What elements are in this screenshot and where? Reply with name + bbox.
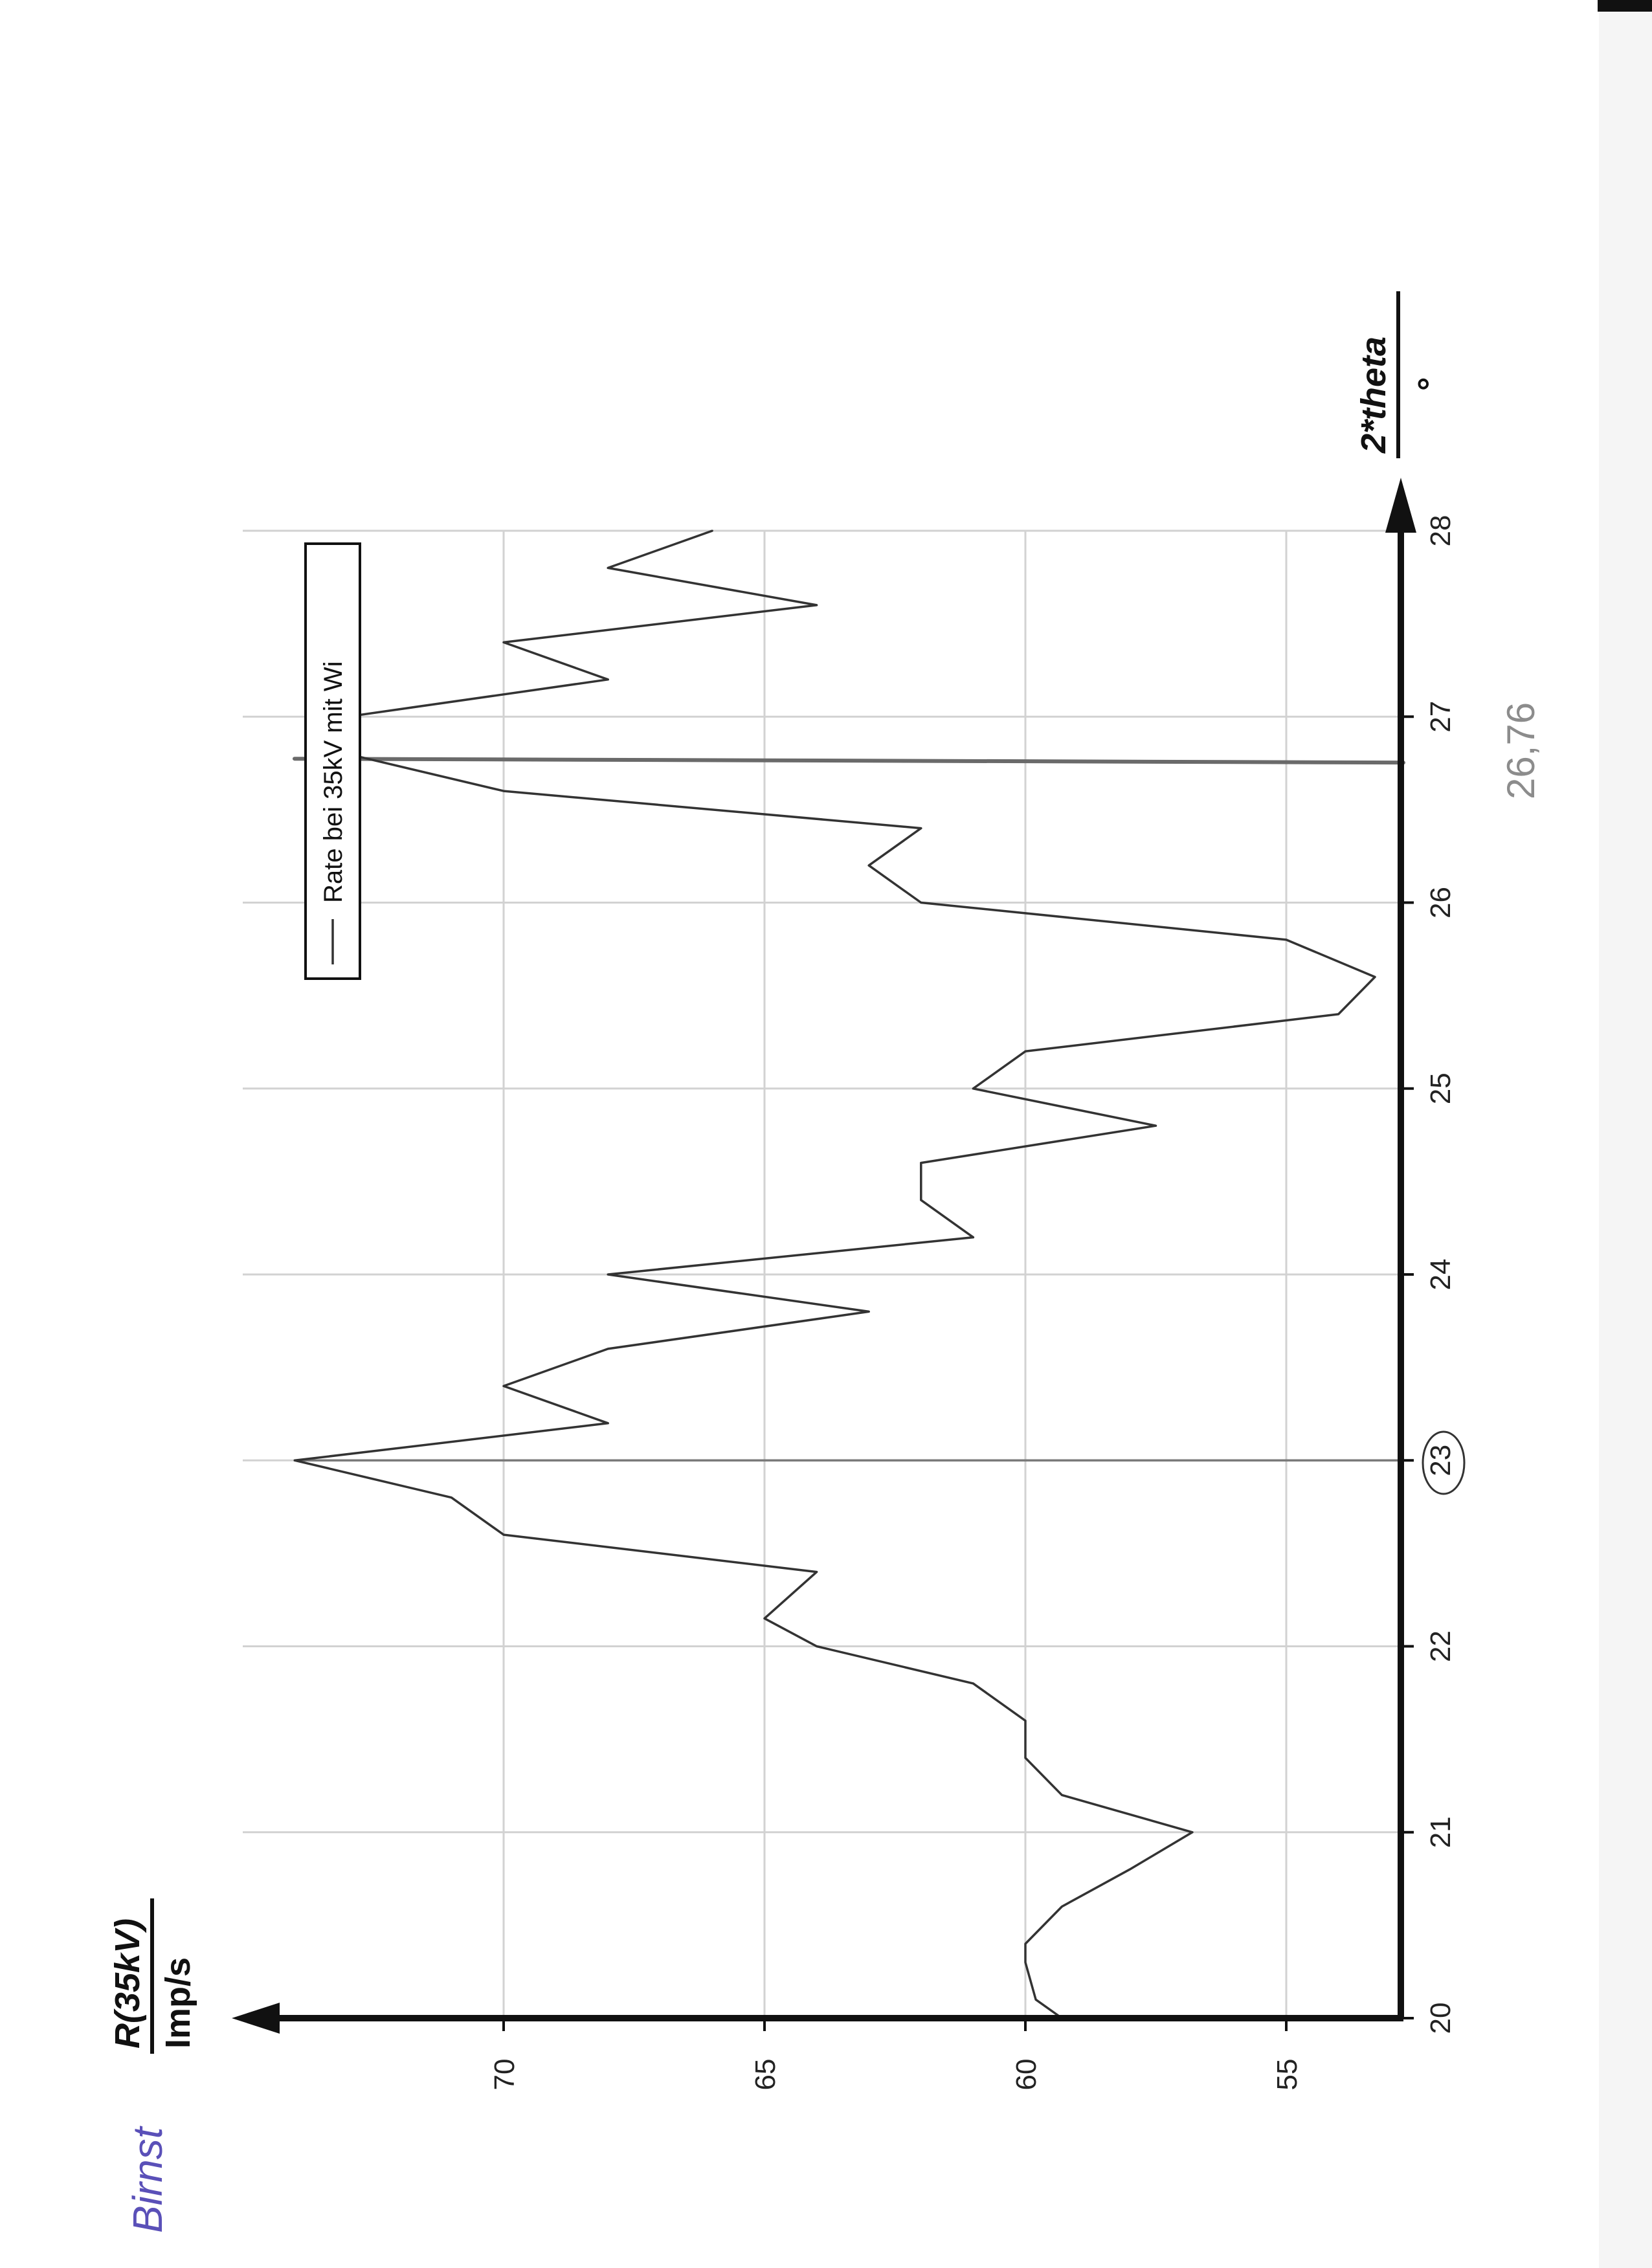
value-tick-label: 55 [1271, 2059, 1303, 2091]
angle-tick-label: 22 [1425, 1630, 1457, 1662]
angle-tick-labels: 20 21 22 23 24 25 26 27 28 [1401, 515, 1457, 2034]
value-tick-label: 70 [489, 2059, 520, 2091]
annotation-26-76: 26,76 [1499, 702, 1543, 799]
y-axis-unit: Imp/s [159, 1957, 197, 2049]
series-point [502, 1533, 505, 1536]
series-point [607, 1422, 609, 1425]
series-point [867, 1310, 870, 1313]
series-point [972, 1087, 974, 1090]
grid [243, 529, 1401, 2018]
series-point [711, 529, 713, 532]
x-axis-title: 2*theta ° [1354, 291, 1450, 458]
series-point [1155, 1124, 1157, 1127]
series-line [293, 529, 1376, 2019]
marker-line-26-76 [293, 757, 1405, 765]
series-point [1191, 1831, 1194, 1834]
series-point [920, 1162, 922, 1164]
series-point [1024, 1757, 1027, 1759]
series-point [1024, 1050, 1027, 1052]
series-point [1285, 939, 1288, 941]
series-point [294, 1459, 296, 1462]
series-point [920, 902, 922, 904]
series-point [1024, 1942, 1027, 1945]
series-point [502, 790, 505, 792]
margin-note: Birnst [124, 2126, 171, 2233]
series-point [607, 1348, 609, 1350]
y-axis-arrow [232, 2003, 280, 2034]
series-point [607, 566, 609, 569]
legend-entry: Rate bei 35kV mit Wi [319, 662, 348, 903]
legend: Rate bei 35kV mit Wi [304, 542, 361, 980]
series-point [607, 1273, 609, 1276]
series-point [816, 1571, 818, 1573]
angle-tick-label: 26 [1425, 887, 1457, 918]
angle-tick-label: 27 [1425, 701, 1457, 733]
series-point [1060, 1906, 1063, 1908]
legend-box [304, 542, 361, 980]
angle-tick-label: 21 [1425, 1816, 1457, 1848]
series-point [1034, 1998, 1037, 2001]
series-point [920, 827, 922, 830]
angle-tick-label: 24 [1425, 1259, 1457, 1291]
x-axis-arrow [1385, 478, 1416, 533]
series-point [763, 1617, 766, 1619]
scan-edge-strip [1599, 0, 1652, 2268]
series-point [816, 1645, 818, 1647]
series-point [607, 678, 609, 681]
series-point [1374, 975, 1376, 978]
series-point [450, 1496, 452, 1499]
value-tick-label: 65 [750, 2059, 781, 2091]
series-point [867, 864, 870, 867]
y-axis-title: R(35kV) Imp/s [108, 1898, 197, 2054]
series-point [972, 1682, 974, 1685]
value-tick-labels: 55 60 65 70 [489, 2018, 1303, 2090]
series-point [1024, 1961, 1027, 1964]
series-point [1128, 1868, 1131, 1871]
series-point [920, 1199, 922, 1201]
angle-tick-label: 25 [1425, 1073, 1457, 1104]
annotation-circle-23 [1422, 1430, 1466, 1495]
series-point [1024, 1719, 1027, 1722]
series-point [502, 641, 505, 643]
y-axis-label: R(35kV) [108, 1918, 147, 2049]
angle-tick-label: 23 [1425, 1445, 1457, 1476]
series-point [816, 604, 818, 606]
angle-tick-label: 28 [1425, 515, 1457, 547]
scan-edge-dark [1598, 0, 1652, 12]
series-point [972, 1236, 974, 1239]
series-points [294, 529, 1376, 2019]
angle-tick-label: 20 [1425, 2003, 1457, 2034]
series-point [1060, 1794, 1063, 1796]
series-point [1337, 1013, 1340, 1016]
value-tick-label: 60 [1010, 2059, 1042, 2091]
series-point [502, 1384, 505, 1387]
x-axis-unit: ° [1411, 377, 1450, 391]
x-axis-label: 2*theta [1354, 337, 1393, 454]
